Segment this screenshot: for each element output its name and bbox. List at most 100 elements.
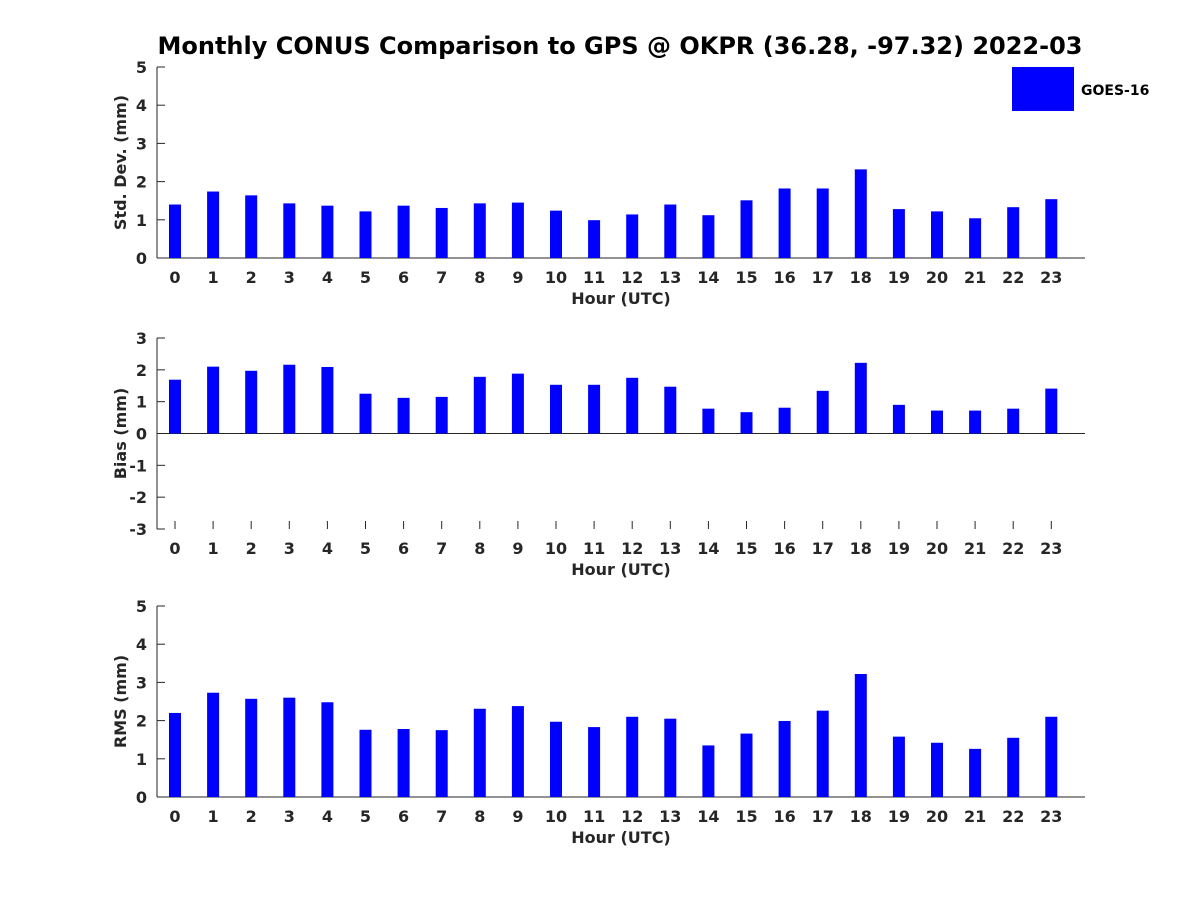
x-tick-label: 6 [398,807,409,826]
bar [1007,408,1020,434]
bar [397,397,410,434]
x-tick-label: 23 [1040,807,1062,826]
bar [702,215,715,258]
x-tick-label: 16 [773,268,795,287]
y-tick-label: 0 [136,425,147,444]
x-tick-label: 21 [964,807,986,826]
x-tick-label: 10 [545,539,567,558]
x-tick-label: 10 [545,807,567,826]
bar [854,673,867,797]
y-tick-label: 3 [136,673,147,692]
x-tick-label: 11 [583,539,605,558]
x-tick-label: 12 [621,539,643,558]
bar [169,712,181,797]
y-tick-label: 3 [136,134,147,153]
x-tick-label: 18 [850,807,872,826]
bar [626,377,639,434]
x-tick-label: 11 [583,807,605,826]
x-tick-label: 7 [436,539,447,558]
x-tick-label: 20 [926,268,948,287]
x-tick-label: 17 [812,539,834,558]
x-tick-label: 4 [322,807,333,826]
x-tick-label: 13 [659,268,681,287]
bar [435,207,448,258]
bar [664,718,677,797]
bar [816,710,829,797]
bar [283,697,296,797]
y-axis-label: Std. Dev. (mm) [111,95,130,230]
bar [473,708,486,797]
bar [550,210,562,258]
y-tick-label: -1 [129,456,147,475]
x-tick-label: 8 [474,539,485,558]
x-tick-label: 11 [583,268,605,287]
bar [397,205,410,258]
y-tick-label: 2 [136,361,147,380]
y-tick-label: 5 [136,58,147,77]
x-tick-label: 16 [773,807,795,826]
bar [626,716,639,797]
bar [969,410,982,434]
bar [588,727,601,797]
chart-title: Monthly CONUS Comparison to GPS @ OKPR (… [158,32,1083,60]
bar [702,408,715,434]
x-tick-label: 22 [1002,268,1024,287]
bar [473,203,486,258]
bar [511,706,524,797]
bar [435,396,448,434]
x-tick-label: 14 [697,268,719,287]
y-tick-label: 1 [136,750,147,769]
bar [1045,199,1058,258]
y-axis-label: RMS (mm) [111,655,130,748]
bar [207,191,220,258]
x-tick-label: 8 [474,807,485,826]
y-tick-label: 2 [136,173,147,192]
y-tick-label: 0 [136,249,147,268]
x-tick-label: 4 [322,539,333,558]
x-tick-label: 2 [246,539,257,558]
bar [588,220,601,258]
x-tick-label: 15 [735,539,757,558]
x-tick-label: 6 [398,268,409,287]
x-tick-label: 10 [545,268,567,287]
bar [283,364,296,434]
x-axis-label: Hour (UTC) [571,560,671,579]
bar [702,745,715,797]
x-tick-label: 16 [773,539,795,558]
x-tick-label: 3 [284,268,295,287]
x-tick-label: 23 [1040,539,1062,558]
x-tick-label: 6 [398,539,409,558]
y-tick-label: 5 [136,597,147,616]
bar [892,404,905,434]
x-tick-label: 15 [735,807,757,826]
bar [359,393,372,434]
x-tick-label: 5 [360,807,371,826]
y-tick-label: 0 [136,788,147,807]
x-tick-label: 9 [512,539,523,558]
x-tick-label: 14 [697,539,719,558]
x-tick-label: 3 [284,807,295,826]
x-tick-label: 9 [512,807,523,826]
bar [169,379,181,434]
x-tick-label: 7 [436,807,447,826]
x-tick-label: 18 [850,268,872,287]
x-tick-label: 1 [208,807,219,826]
x-tick-label: 9 [512,268,523,287]
x-tick-label: 21 [964,268,986,287]
x-tick-label: 1 [208,539,219,558]
bar [245,698,258,797]
x-tick-label: 17 [812,807,834,826]
x-tick-label: 2 [246,807,257,826]
bar [359,729,372,797]
bar [740,733,753,797]
bar [550,384,562,434]
legend-label: GOES-16 [1081,83,1149,99]
bar [397,729,410,797]
x-tick-label: 15 [735,268,757,287]
x-tick-label: 23 [1040,268,1062,287]
x-tick-label: 12 [621,268,643,287]
